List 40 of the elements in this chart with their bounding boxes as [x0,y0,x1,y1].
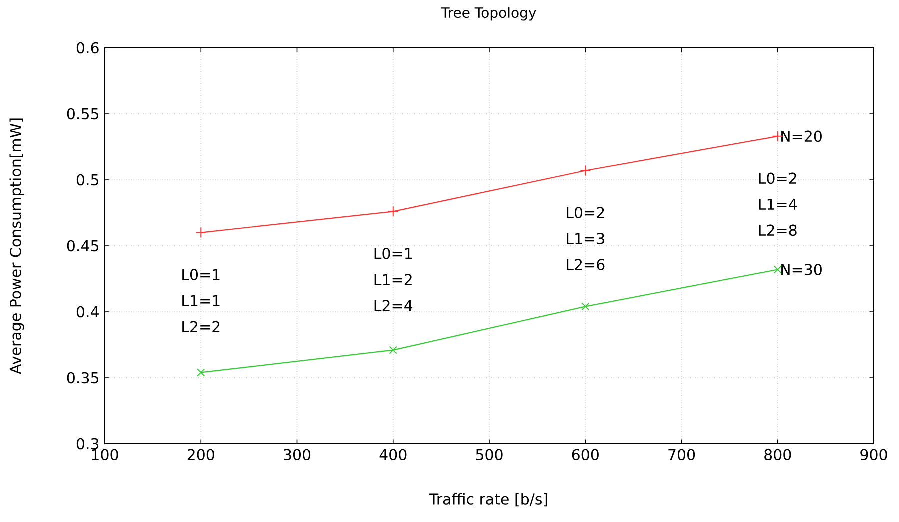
x-tick-label: 300 [284,449,311,461]
y-tick-label: 0.4 [76,306,99,318]
x-tick-label: 800 [764,449,792,461]
x-tick-label: 200 [188,449,214,461]
y-axis-title: Average Power Consumption[mW] [10,118,24,374]
x-tick-label: 400 [380,449,407,461]
point [388,206,399,218]
y-tick-label: 0.55 [67,108,98,120]
point [197,368,206,377]
chart-title: Tree Topology [441,7,536,21]
point [389,346,398,354]
point [774,266,782,274]
annotation: L1=3 [567,233,604,244]
y-tick-label: 0.45 [67,240,98,252]
x-axis-title: Traffic rate [b/s] [429,493,548,507]
annotation: L1=4 [759,198,798,210]
y-tick-label: 0.6 [76,42,99,54]
point [580,165,592,176]
annotation: L2=4 [374,300,413,312]
annotation: L2=2 [182,321,220,332]
x-tick-label: 500 [476,449,503,461]
annotation: L1=2 [374,274,412,286]
point [196,227,207,238]
y-tick-label: 0.3 [76,438,99,450]
annotation: L0=1 [374,248,412,260]
series-label: N=20 [782,130,822,142]
y-tick-label: 0.35 [67,372,98,384]
series-label: N=30 [782,264,822,276]
point [582,302,590,311]
y-tick-label: 0.5 [76,174,98,186]
x-tick-label: 900 [860,449,888,461]
x-tick-label: 100 [92,449,118,461]
x-tick-label: 700 [668,449,696,461]
annotation: L1=1 [182,295,220,306]
annotation: L0=1 [182,269,220,280]
annotation: L2=6 [567,259,605,270]
x-tick-label: 600 [572,449,599,461]
annotation: L0=2 [759,172,796,184]
annotation: L2=8 [759,224,797,236]
annotation: L0=2 [567,207,604,218]
